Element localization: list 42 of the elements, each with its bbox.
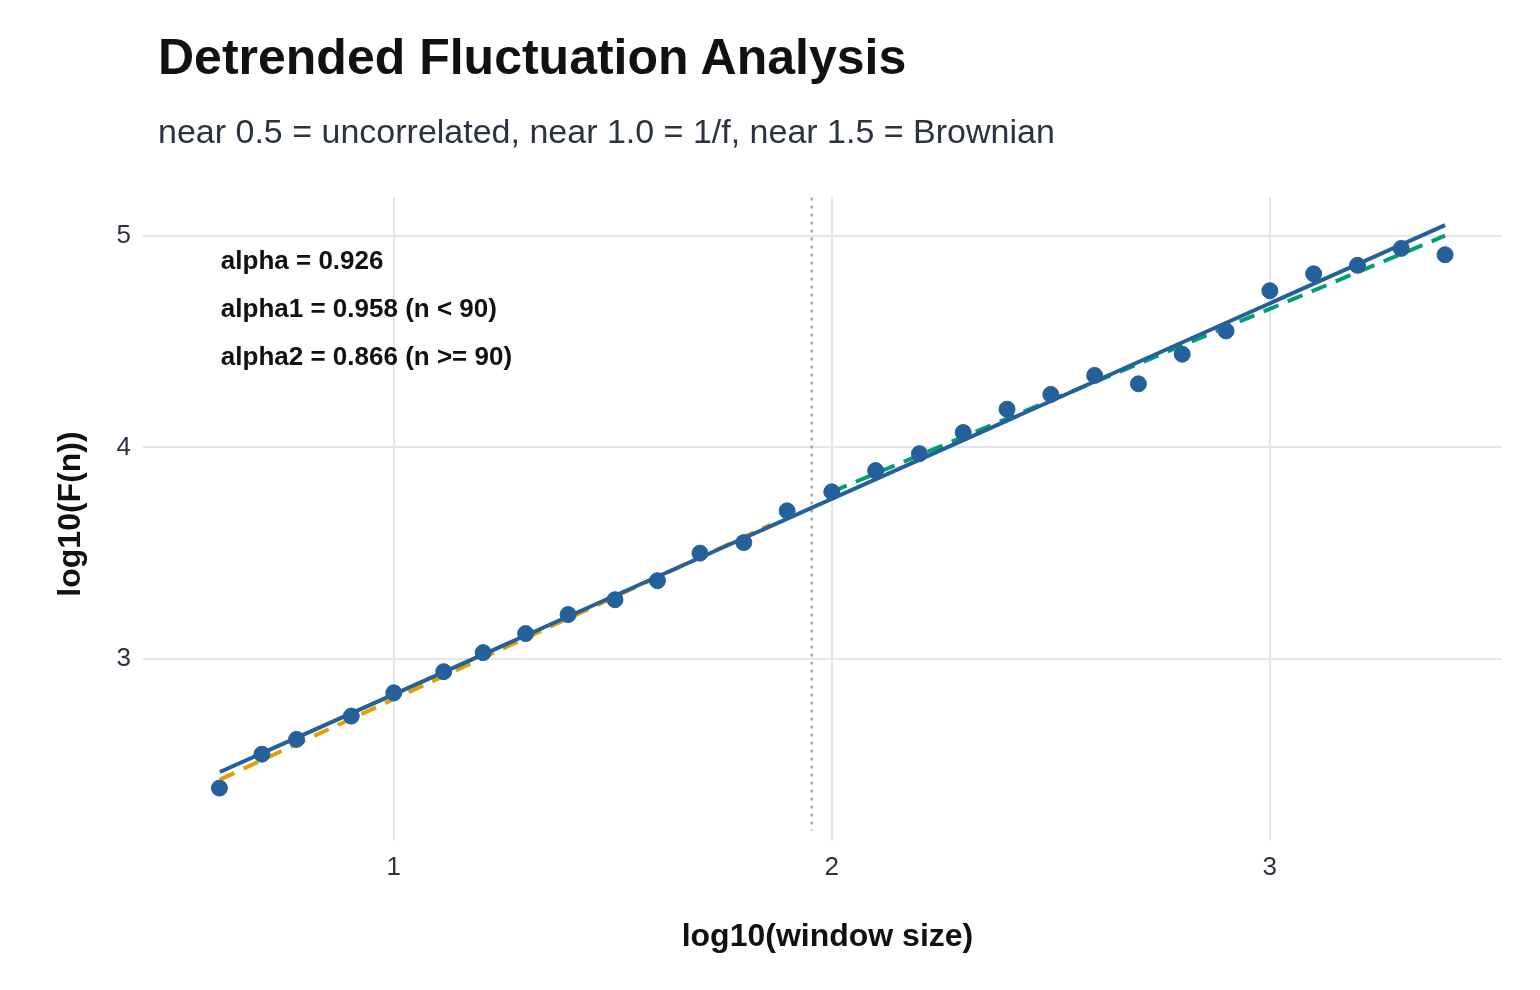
point	[1217, 322, 1235, 340]
x-tick-label: 1	[386, 851, 402, 882]
point	[1042, 385, 1060, 403]
point	[998, 400, 1016, 418]
point	[342, 707, 360, 725]
point	[1348, 256, 1366, 274]
point	[823, 483, 841, 501]
point	[1305, 265, 1323, 283]
point	[435, 663, 453, 681]
point	[691, 544, 709, 562]
point	[253, 745, 271, 763]
y-tick-label: 3	[116, 642, 131, 673]
point	[606, 591, 624, 609]
point	[288, 730, 306, 748]
point	[867, 462, 885, 480]
point	[1436, 246, 1454, 264]
point	[385, 684, 403, 702]
y-axis-title: log10(F(n))	[51, 431, 88, 597]
point	[559, 606, 577, 624]
annotation: alpha1 = 0.958 (n < 90)	[220, 292, 497, 323]
point	[910, 445, 928, 463]
point	[1261, 282, 1279, 300]
x-axis-title: log10(window size)	[681, 916, 974, 953]
point	[1392, 239, 1410, 257]
chart-subtitle: near 0.5 = uncorrelated, near 1.0 = 1/f, near 1.5 = Brownian	[158, 112, 1055, 151]
x-tick-label: 2	[824, 851, 840, 882]
point	[1129, 375, 1147, 393]
point	[648, 572, 666, 590]
point	[517, 625, 535, 643]
point	[210, 779, 228, 797]
annotation: alpha2 = 0.866 (n >= 90)	[220, 340, 513, 371]
point	[735, 534, 753, 552]
annotation: alpha = 0.926	[220, 244, 384, 275]
y-tick-label: 4	[116, 430, 131, 461]
point	[778, 502, 796, 520]
chart-title: Detrended Fluctuation Analysis	[158, 28, 907, 86]
point	[954, 424, 972, 442]
y-tick-label: 5	[116, 218, 131, 249]
point	[474, 644, 492, 662]
point	[1086, 366, 1104, 384]
point	[1173, 345, 1191, 363]
x-tick-label: 3	[1262, 851, 1278, 882]
